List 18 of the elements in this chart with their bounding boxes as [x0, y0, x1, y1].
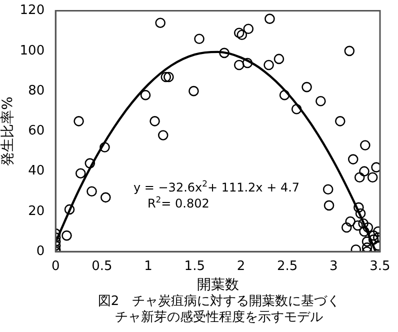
x-tick-label: 3 — [330, 258, 338, 274]
y-axis-title: 発生比率% — [0, 96, 16, 166]
y-tick-label: 60 — [28, 124, 45, 139]
y-tick-label: 80 — [28, 83, 45, 98]
y-tick-label: 100 — [20, 43, 45, 58]
x-tick-label: 0 — [51, 258, 60, 274]
x-axis-title: 開葉数 — [196, 277, 239, 294]
x-tick-label: 1 — [144, 258, 152, 274]
x-tick-label: 1.5 — [184, 258, 205, 274]
y-tick-label: 40 — [28, 164, 45, 179]
y-tick-label: 120 — [20, 3, 45, 18]
x-tick-label: 0.5 — [92, 258, 112, 274]
x-tick-label: 2 — [236, 258, 246, 274]
x-tick-label: 3.5 — [370, 258, 390, 274]
x-tick-label: 2.5 — [276, 258, 298, 274]
y-tick-label: 0 — [36, 244, 45, 259]
y-tick-label: 20 — [28, 204, 45, 219]
text: 図2 チャ炭疽病に対する開葉数に基づくチャ新芽の感受性程度を示すモデル — [96, 294, 342, 326]
